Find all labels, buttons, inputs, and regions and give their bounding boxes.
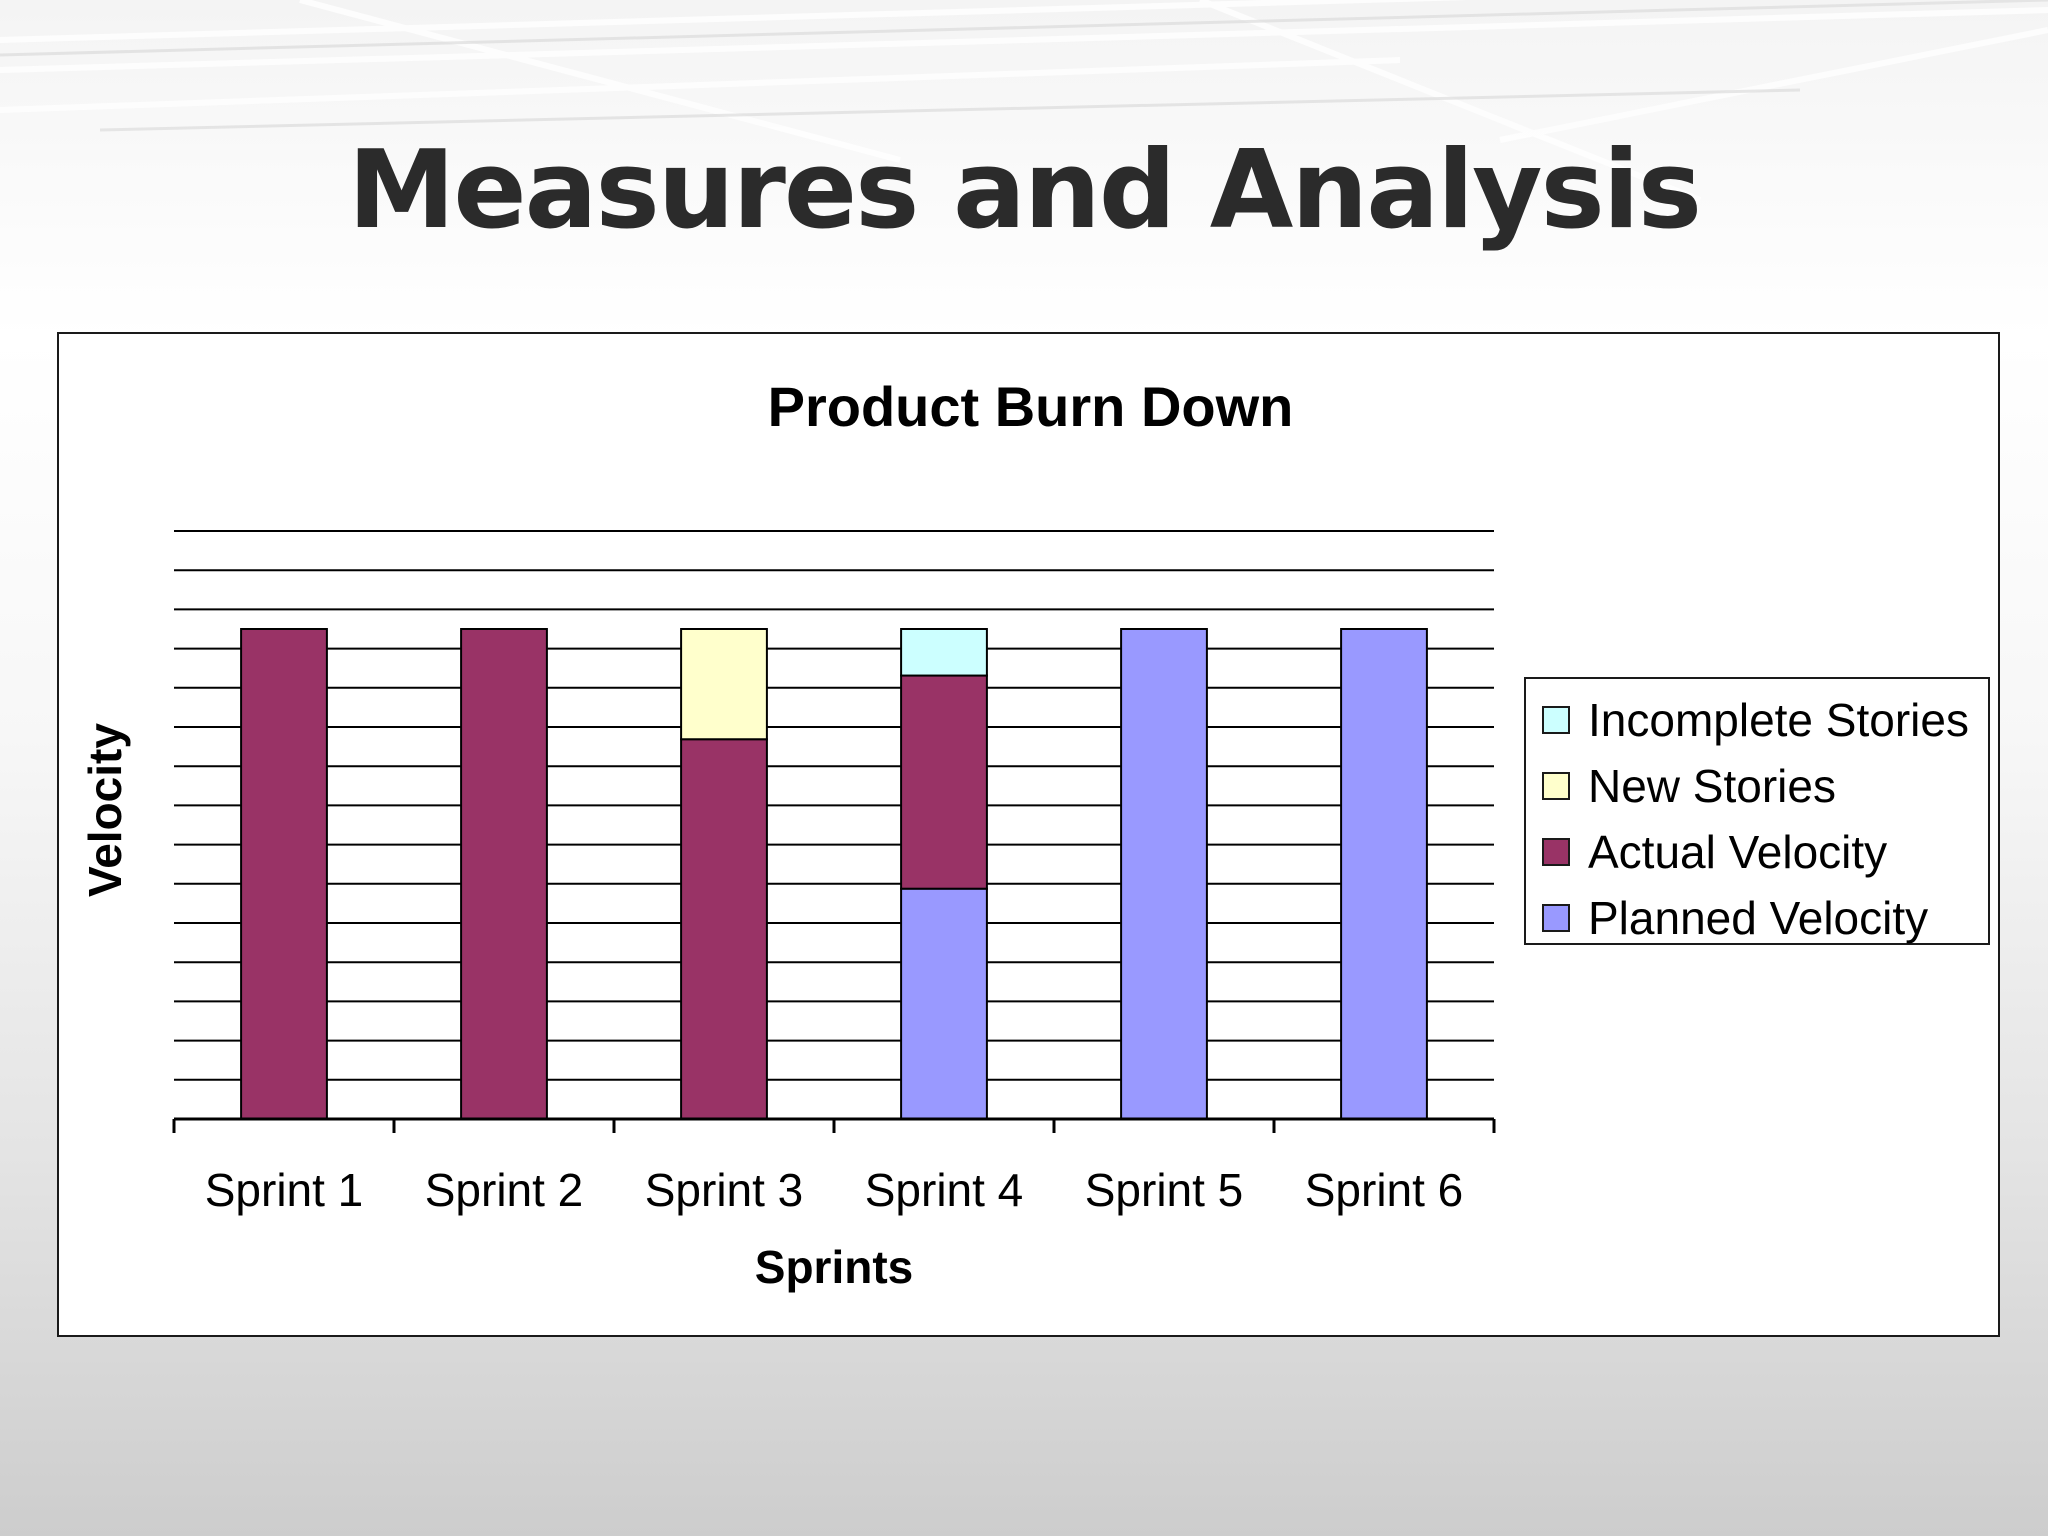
legend-swatch [1542,838,1570,866]
slide-title: Measures and Analysis [347,128,1702,253]
x-tick-label-2: Sprint 2 [424,1164,584,1216]
legend-swatch [1542,772,1570,800]
legend-label: Planned Velocity [1588,892,1929,944]
legend-label: Incomplete Stories [1588,694,1969,746]
legend-item-planned-velocity: Planned Velocity [1526,885,1988,951]
bar-new-stories-sprint-3 [680,628,768,741]
bar-actual-velocity-sprint-2 [460,628,548,1120]
x-axis [172,1117,1496,1133]
x-tick-label-6: Sprint 6 [1304,1164,1464,1216]
x-tick-label-3: Sprint 3 [644,1164,804,1216]
legend-item-new-stories: New Stories [1526,753,1988,819]
legend-swatch [1542,904,1570,932]
x-tick-label-5: Sprint 5 [1084,1164,1244,1216]
x-tick-label-1: Sprint 1 [204,1164,364,1216]
x-tick-label-4: Sprint 4 [864,1164,1024,1216]
bar-planned-velocity-sprint-4 [900,887,988,1121]
legend-item-incomplete-stories: Incomplete Stories [1526,687,1988,753]
background-decoration [0,0,2048,203]
bar-incomplete-stories-sprint-4 [900,628,988,677]
bar-planned-velocity-sprint-6 [1340,628,1428,1120]
bars [240,628,1428,1121]
x-axis-label: Sprints [754,1241,914,1293]
legend-label: Actual Velocity [1588,826,1888,878]
legend-item-actual-velocity: Actual Velocity [1526,819,1988,885]
bar-actual-velocity-sprint-3 [680,738,768,1120]
legend-swatch [1542,706,1570,734]
chart-title: Product Burn Down [767,375,1294,438]
y-axis-label: Velocity [79,723,131,897]
chart-legend: Incomplete Stories New Stories Actual Velo… [1524,677,1990,945]
bar-actual-velocity-sprint-1 [240,628,328,1120]
bar-actual-velocity-sprint-4 [900,674,988,890]
bar-planned-velocity-sprint-5 [1120,628,1208,1120]
gridlines [174,530,1494,1120]
legend-label: New Stories [1588,760,1836,812]
